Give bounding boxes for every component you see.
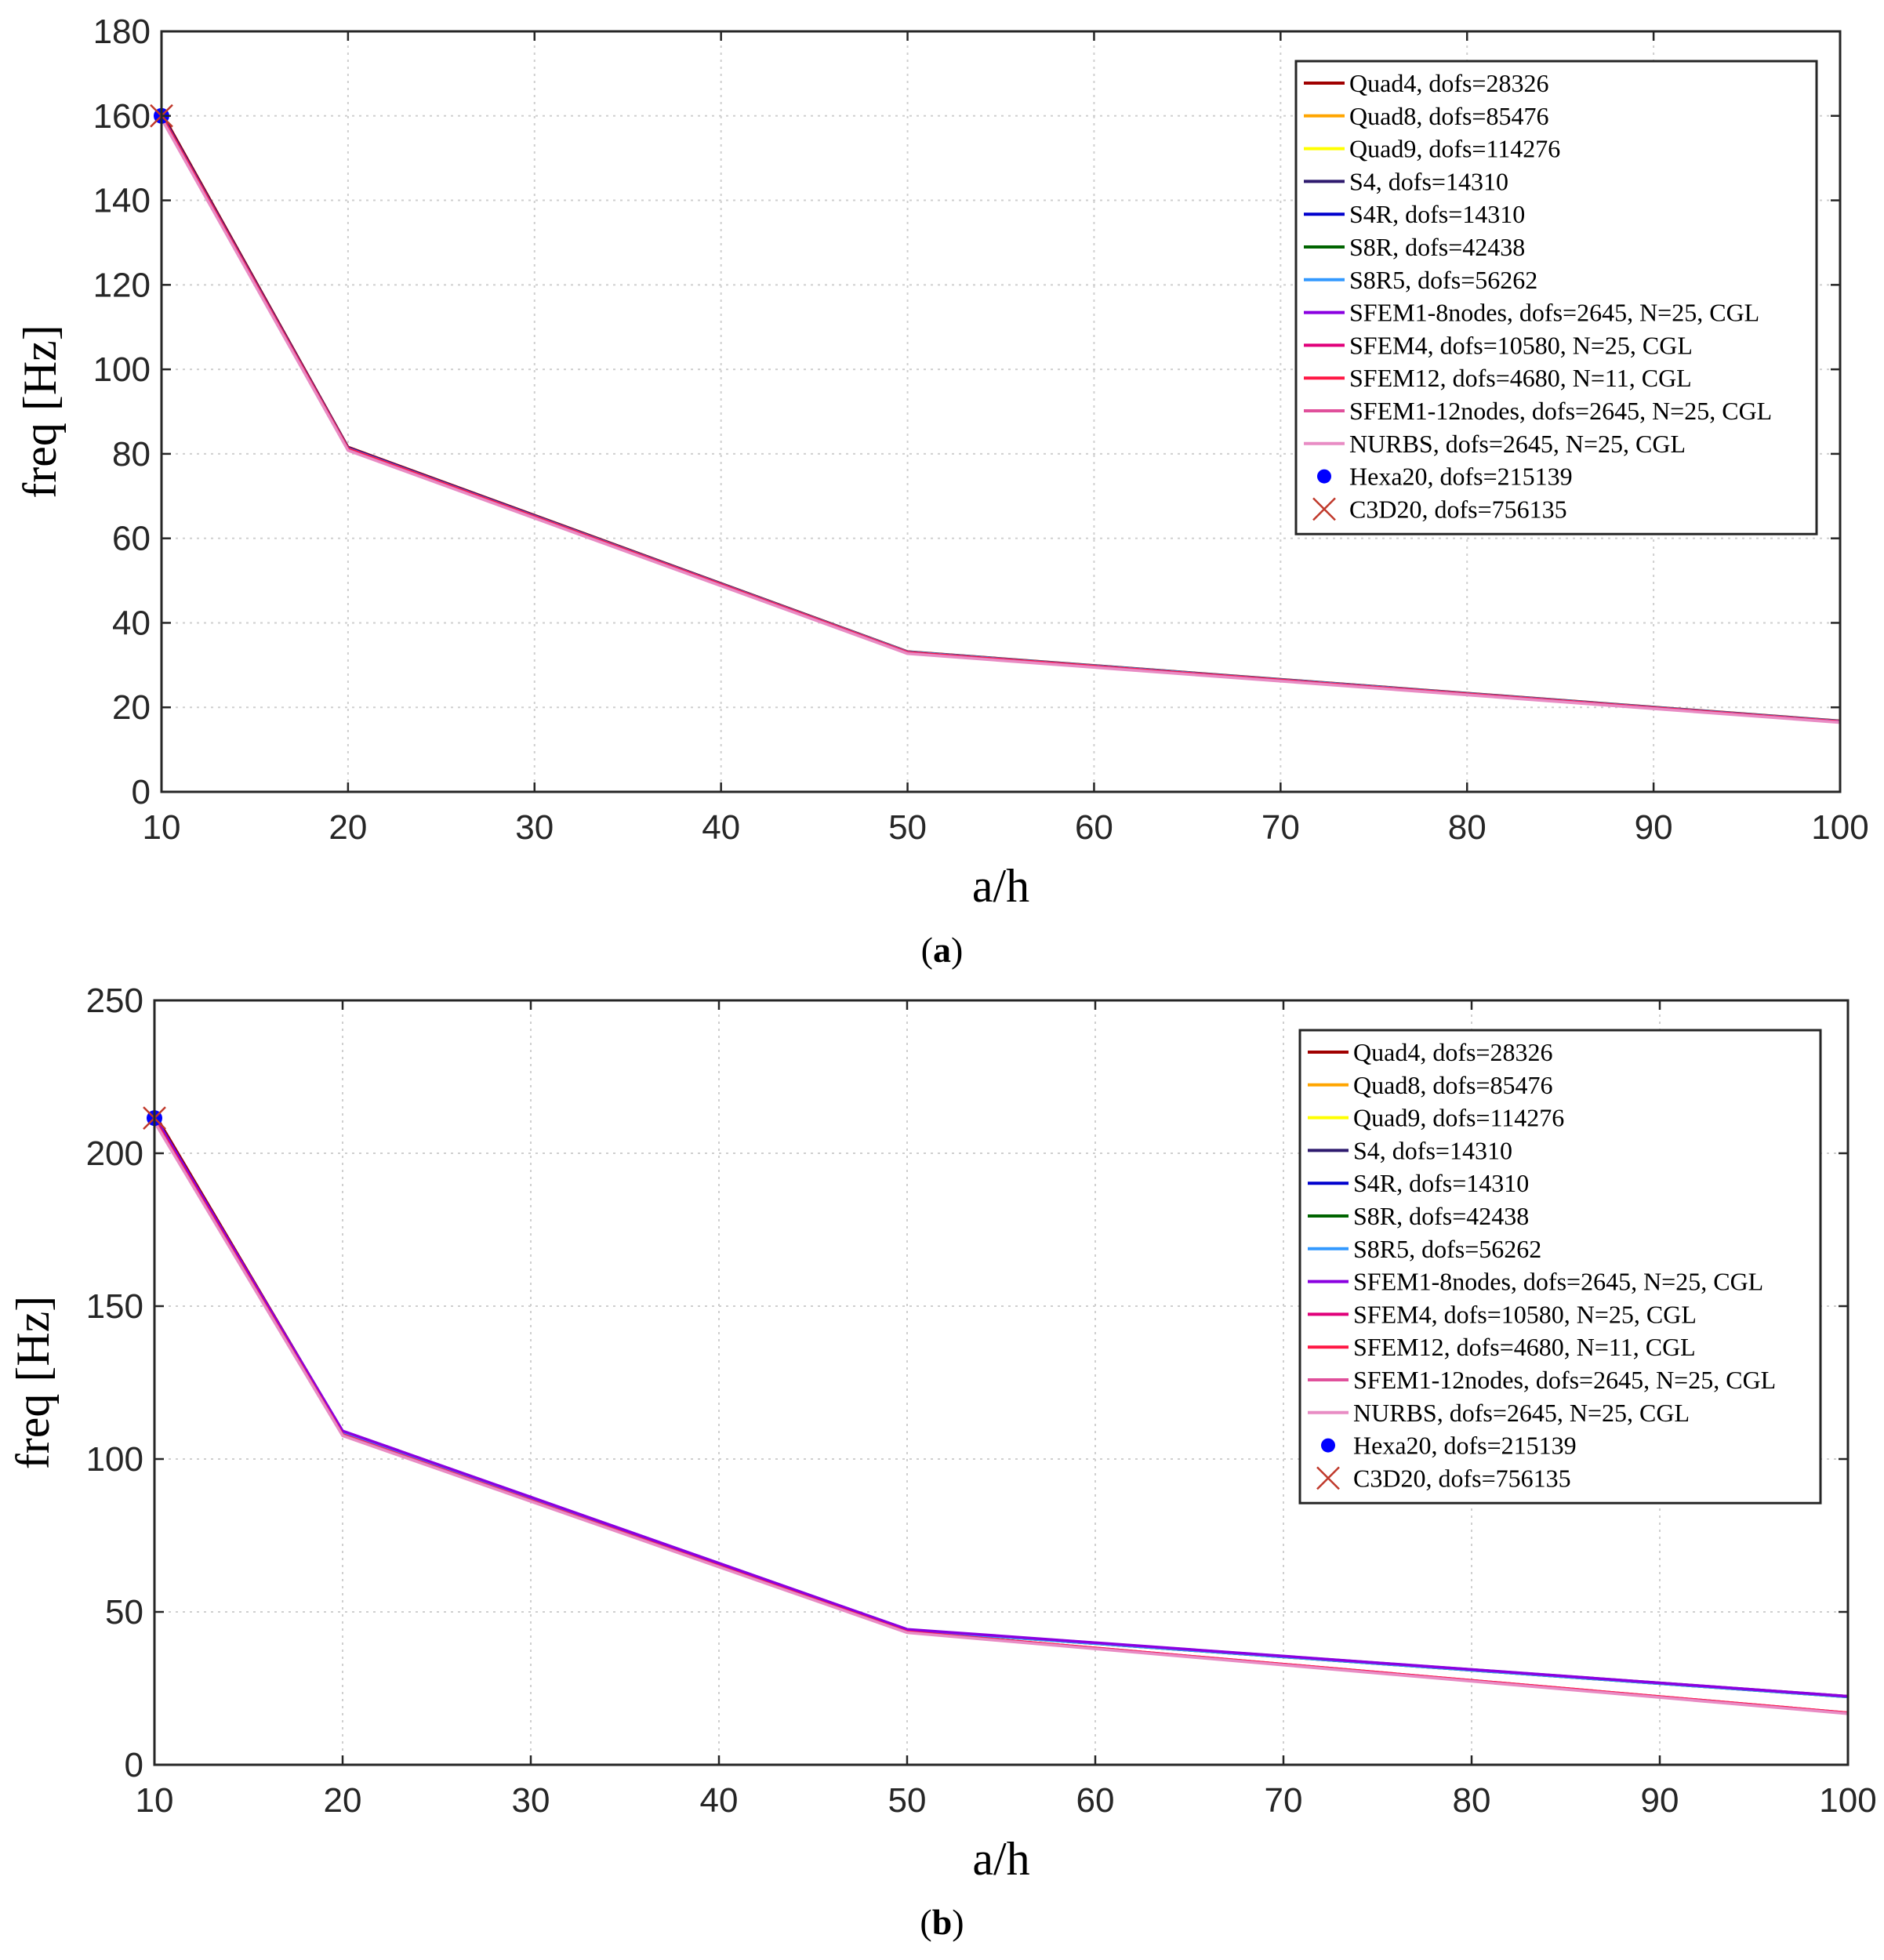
chart-b-xtick-label-70: 70 xyxy=(1265,1781,1303,1820)
chart-b-xtick-label-90: 90 xyxy=(1641,1781,1679,1820)
chart-b-series-line-7 xyxy=(153,1116,1849,1698)
chart-a-xtick-label-20: 20 xyxy=(329,808,367,847)
chart-b-legend: Quad4, dofs=28326 Quad8, dofs=85476 Quad9,… xyxy=(1298,1029,1822,1504)
chart-a-xtick-label-100: 100 xyxy=(1811,808,1868,847)
chart-a-legend-entry-4: S4R, dofs=14310 xyxy=(1349,200,1525,228)
caption-b-label: b xyxy=(931,1902,953,1942)
caption-b: (b) xyxy=(920,1902,964,1942)
chart-a-ytick-label-20: 20 xyxy=(112,688,151,727)
chart-b-legend-entry-1: Quad8, dofs=85476 xyxy=(1353,1071,1552,1099)
chart-b-legend-entry-2: Quad9, dofs=114276 xyxy=(1353,1104,1564,1132)
caption-a: (a) xyxy=(920,930,964,970)
chart-a-xtick-label-80: 80 xyxy=(1448,808,1487,847)
chart-b-ylabel: freq [Hz] xyxy=(7,1296,59,1470)
chart-a-legend-entry-11: NURBS, dofs=2645, N=25, CGL xyxy=(1349,430,1686,458)
chart-a-legend-entry-2: Quad9, dofs=114276 xyxy=(1349,135,1560,163)
chart-b-xtick-label-30: 30 xyxy=(512,1781,550,1820)
chart-b-legend-entry-11: NURBS, dofs=2645, N=25, CGL xyxy=(1353,1399,1690,1427)
chart-a-ytick-label-140: 140 xyxy=(93,182,151,220)
chart-a-legend-entry-0: Quad4, dofs=28326 xyxy=(1349,69,1548,97)
chart-b-legend-entry-8: SFEM4, dofs=10580, N=25, CGL xyxy=(1353,1300,1697,1328)
chart-b-xtick-label-100: 100 xyxy=(1819,1781,1876,1820)
chart-a-ytick-label-0: 0 xyxy=(132,773,151,811)
chart-a-legend-entry-7: SFEM1-8nodes, dofs=2645, N=25, CGL xyxy=(1349,299,1759,327)
chart-a: 10 20 30 40 50 60 70 80 90 100 0 20 40 60 80 100 120 140 1… xyxy=(14,13,1869,912)
chart-b-legend-entry-13: C3D20, dofs=756135 xyxy=(1353,1464,1571,1492)
chart-a-ytick-label-60: 60 xyxy=(112,520,151,558)
chart-b-xtick-label-60: 60 xyxy=(1076,1781,1115,1820)
chart-a-legend-entry-10: SFEM1-12nodes, dofs=2645, N=25, CGL xyxy=(1349,397,1772,425)
chart-b-legend-entry-5: S8R, dofs=42438 xyxy=(1353,1202,1529,1230)
chart-b-xtick-label-40: 40 xyxy=(700,1781,739,1820)
chart-a-legend-swatch-12 xyxy=(1317,469,1331,484)
chart-b-series-lines xyxy=(153,1112,1849,1715)
chart-b-xtick-label-10: 10 xyxy=(136,1781,174,1820)
chart-a-axes-box xyxy=(160,30,1842,793)
chart-b-ytick-label-100: 100 xyxy=(86,1440,143,1479)
chart-b: 10 20 30 40 50 60 70 80 90 100 0 50 100 150 200 250 a/h f… xyxy=(7,982,1877,1885)
chart-b-ytick-label-150: 150 xyxy=(86,1287,143,1326)
chart-a-legend-entry-5: S8R, dofs=42438 xyxy=(1349,233,1525,261)
caption-a-label: a xyxy=(933,930,951,970)
chart-a-legend-entry-8: SFEM4, dofs=10580, N=25, CGL xyxy=(1349,331,1693,359)
chart-a-xtick-label-10: 10 xyxy=(143,808,181,847)
chart-b-axes-box xyxy=(153,999,1850,1766)
chart-a-xtick-label-30: 30 xyxy=(515,808,554,847)
chart-b-legend-entry-4: S4R, dofs=14310 xyxy=(1353,1169,1529,1197)
chart-a-legend-entry-9: SFEM12, dofs=4680, N=11, CGL xyxy=(1349,364,1692,392)
chart-a-xtick-label-90: 90 xyxy=(1635,808,1673,847)
chart-a-ytick-label-100: 100 xyxy=(93,350,151,389)
chart-a-legend-entry-6: S8R5, dofs=56262 xyxy=(1349,266,1537,294)
chart-a-xtick-label-60: 60 xyxy=(1075,808,1113,847)
chart-b-xtick-label-80: 80 xyxy=(1453,1781,1491,1820)
chart-b-legend-swatch-12 xyxy=(1321,1438,1335,1453)
chart-a-ytick-label-180: 180 xyxy=(93,13,151,51)
chart-a-series-lines xyxy=(160,111,1841,724)
chart-b-legend-swatch-13 xyxy=(1316,1466,1340,1490)
chart-b-ytick-label-200: 200 xyxy=(86,1134,143,1173)
chart-a-legend: Quad4, dofs=28326 Quad8, dofs=85476 Quad9,… xyxy=(1294,60,1818,535)
chart-a-legend-entry-1: Quad8, dofs=85476 xyxy=(1349,102,1548,130)
chart-a-ytick-label-120: 120 xyxy=(93,266,151,304)
chart-b-ytick-label-0: 0 xyxy=(125,1746,143,1784)
chart-a-legend-entry-13: C3D20, dofs=756135 xyxy=(1349,495,1567,523)
chart-a-legend-entry-3: S4, dofs=14310 xyxy=(1349,167,1508,195)
chart-a-ytick-label-160: 160 xyxy=(93,97,151,136)
chart-a-xtick-label-40: 40 xyxy=(702,808,740,847)
chart-b-legend-entry-0: Quad4, dofs=28326 xyxy=(1353,1038,1552,1066)
chart-b-xtick-label-50: 50 xyxy=(888,1781,927,1820)
chart-b-legend-entry-7: SFEM1-8nodes, dofs=2645, N=25, CGL xyxy=(1353,1268,1763,1296)
chart-a-xlabel: a/h xyxy=(972,860,1029,912)
chart-b-legend-entry-9: SFEM12, dofs=4680, N=11, CGL xyxy=(1353,1333,1696,1361)
chart-a-xtick-label-70: 70 xyxy=(1261,808,1300,847)
chart-b-ytick-label-50: 50 xyxy=(105,1593,143,1632)
chart-b-series-line-11 xyxy=(153,1121,1849,1715)
chart-b-xlabel: a/h xyxy=(972,1833,1029,1885)
chart-a-ytick-label-80: 80 xyxy=(112,435,151,474)
chart-b-ytick-label-250: 250 xyxy=(86,982,143,1020)
chart-a-ylabel: freq [Hz] xyxy=(14,325,66,499)
chart-a-series-line-11 xyxy=(160,118,1841,724)
chart-b-legend-entry-10: SFEM1-12nodes, dofs=2645, N=25, CGL xyxy=(1353,1366,1776,1394)
chart-b-legend-entry-6: S8R5, dofs=56262 xyxy=(1353,1235,1541,1263)
chart-a-legend-entry-12: Hexa20, dofs=215139 xyxy=(1349,463,1573,491)
chart-b-legend-entry-12: Hexa20, dofs=215139 xyxy=(1353,1432,1577,1460)
chart-b-xtick-label-20: 20 xyxy=(324,1781,362,1820)
chart-b-legend-box xyxy=(1298,1029,1822,1504)
chart-a-legend-box xyxy=(1294,60,1818,535)
chart-a-ytick-label-40: 40 xyxy=(112,604,151,642)
chart-a-xtick-label-50: 50 xyxy=(888,808,927,847)
chart-a-legend-swatch-13 xyxy=(1312,497,1336,521)
chart-b-legend-entry-3: S4, dofs=14310 xyxy=(1353,1136,1512,1164)
